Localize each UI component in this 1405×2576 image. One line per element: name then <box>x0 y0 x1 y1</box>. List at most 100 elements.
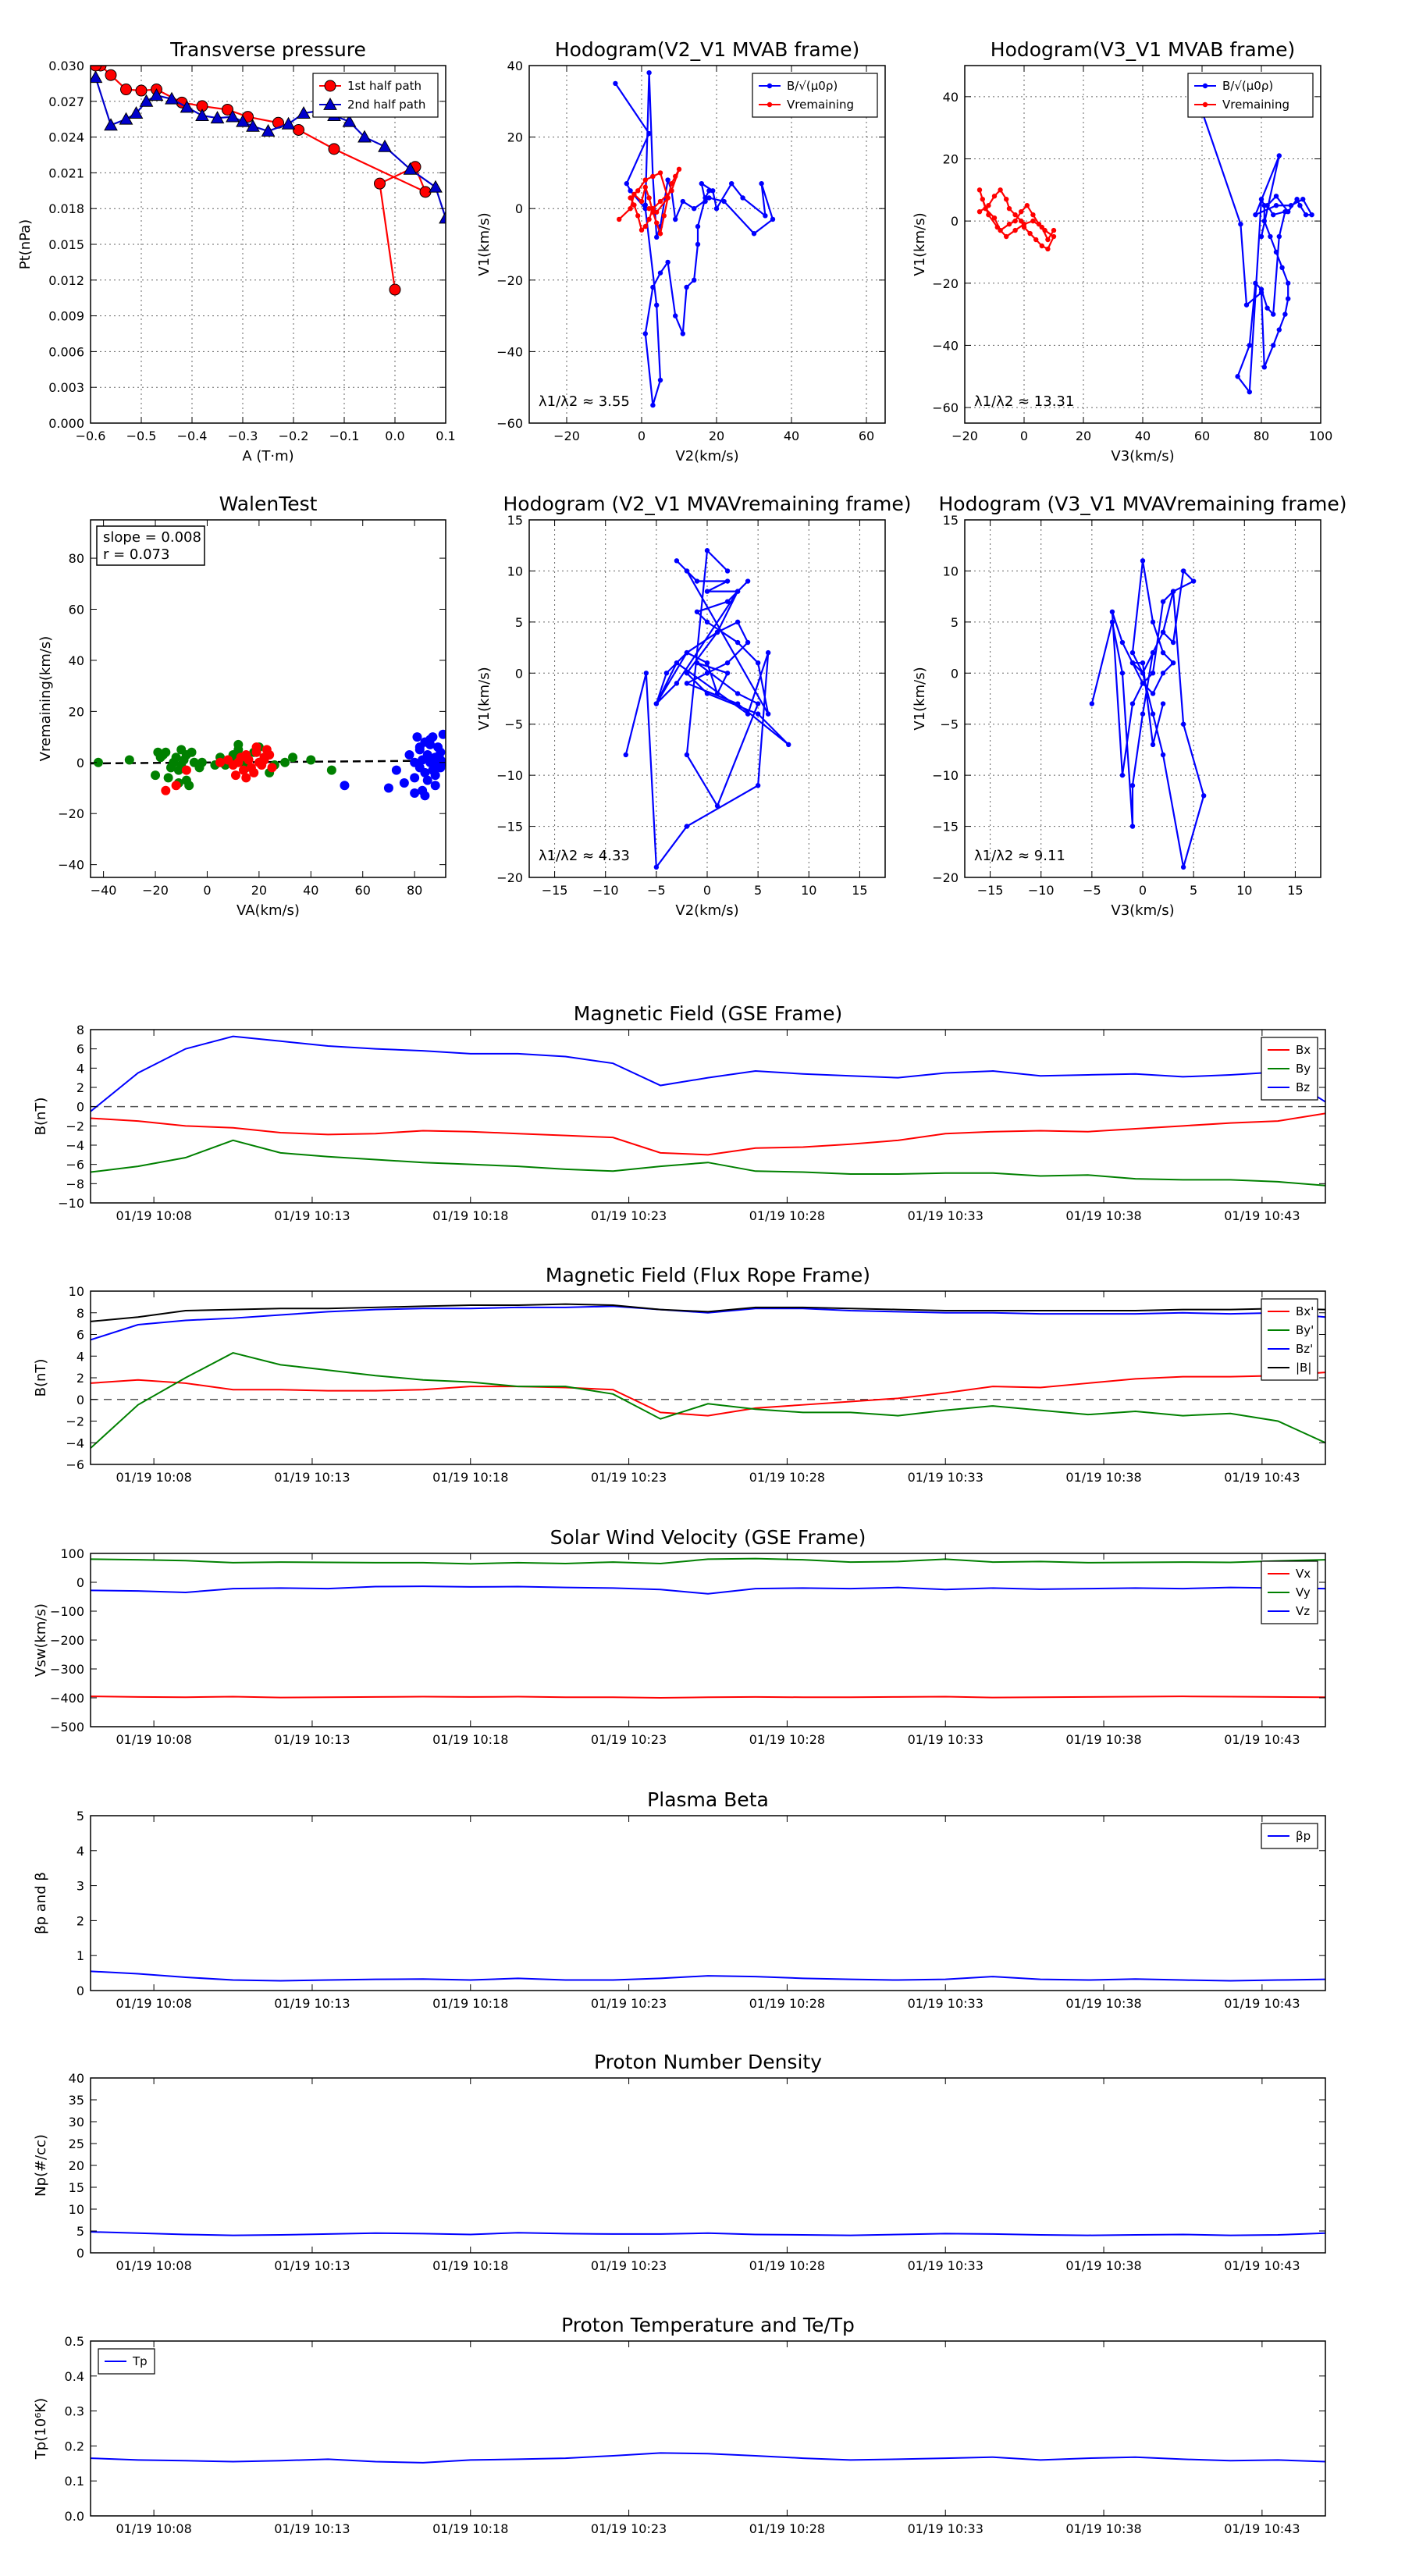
x-tick-label: 80 <box>407 883 422 898</box>
data-point-0-34 <box>1170 589 1176 594</box>
x-tick-label: −15 <box>542 883 568 898</box>
y-tick-label: −15 <box>496 820 523 834</box>
legend-marker <box>767 101 773 108</box>
data-point-0-10 <box>1279 265 1285 271</box>
x-tick-label: 01/19 10:43 <box>1224 1470 1300 1485</box>
x-tick-label: 100 <box>1309 429 1333 443</box>
x-tick-label: 60 <box>1194 429 1210 443</box>
data-point-0-18 <box>1247 343 1253 348</box>
legend-label: Vy <box>1296 1585 1311 1599</box>
data-point-2-1 <box>383 783 393 793</box>
data-point-1-9 <box>1027 230 1033 237</box>
data-point-0-36 <box>326 765 336 775</box>
data-point-1-10 <box>244 755 254 765</box>
x-tick-label: 01/19 10:18 <box>432 1996 508 2011</box>
data-point-1-3 <box>215 757 226 767</box>
data-point-0-26 <box>740 195 745 201</box>
y-tick-label: −2 <box>66 1414 84 1429</box>
legend-marker <box>1202 101 1208 108</box>
data-point-0-33 <box>1300 197 1306 202</box>
data-point-0-33 <box>280 757 290 767</box>
data-point-0-1 <box>643 671 649 676</box>
y-tick-label: 15 <box>507 513 523 528</box>
y-tick-label: 6 <box>76 1042 84 1057</box>
legend-label: Bz' <box>1296 1342 1313 1356</box>
y-tick-label: −20 <box>932 870 959 885</box>
y-axis-label: V1(km/s) <box>476 212 493 276</box>
data-point-0-0 <box>389 283 401 296</box>
series-line-np <box>91 2231 1325 2236</box>
x-tick-label: 01/19 10:28 <box>749 2258 825 2273</box>
y-tick-label: −4 <box>66 1138 84 1153</box>
data-point-1-6 <box>1012 212 1018 218</box>
data-point-0-15 <box>1129 649 1136 656</box>
data-point-1-13 <box>261 123 276 137</box>
data-point-0-41 <box>646 69 652 76</box>
data-point-0-4 <box>328 143 340 155</box>
x-tick-label: 01/19 10:23 <box>591 2521 667 2536</box>
data-point-0-31 <box>684 568 690 574</box>
y-axis-label: B(nT) <box>33 1098 49 1136</box>
data-point-1-17 <box>1024 203 1030 208</box>
data-point-0-36 <box>1253 212 1258 218</box>
x-tick-label: −0.2 <box>279 429 309 443</box>
y-tick-label: 4 <box>76 1061 84 1076</box>
y-tick-label: −40 <box>496 344 523 359</box>
x-tick-label: 01/19 10:13 <box>274 1208 350 1223</box>
data-point-0-41 <box>1160 701 1166 706</box>
data-point-0-2 <box>1119 671 1126 676</box>
data-point-1-18 <box>642 223 648 229</box>
x-tick-label: 01/19 10:23 <box>591 1732 667 1747</box>
chart-title: Hodogram(V3_V1 MVAB frame) <box>991 38 1295 61</box>
x-tick-label: −20 <box>142 883 169 898</box>
y-tick-label: 0.012 <box>48 273 84 288</box>
data-point-2-0 <box>340 781 350 791</box>
chart-title: Magnetic Field (Flux Rope Frame) <box>546 1264 870 1286</box>
series-line-tp <box>91 2452 1325 2464</box>
data-point-0-21 <box>1150 691 1156 696</box>
y-tick-label: 0.000 <box>48 416 84 431</box>
legend-label: Bz <box>1296 1080 1310 1094</box>
data-point-1-1 <box>171 781 181 791</box>
data-point-0-18 <box>1160 649 1166 656</box>
data-point-1-22 <box>429 180 443 193</box>
data-point-0-29 <box>755 660 761 666</box>
data-point-0-8 <box>642 331 648 336</box>
data-point-0-15 <box>692 277 697 283</box>
plot-frame <box>90 1815 1326 1991</box>
data-point-0-2 <box>624 180 629 187</box>
data-point-0-4 <box>1261 365 1268 370</box>
data-point-0-13 <box>1261 218 1268 224</box>
data-point-1-22 <box>991 215 998 221</box>
data-point-1-29 <box>646 206 652 212</box>
data-point-0-7 <box>1282 311 1288 317</box>
data-point-1-11 <box>1039 243 1045 249</box>
y-tick-label: 0 <box>76 2246 84 2261</box>
legend-label: B/√(μ0ρ) <box>1222 79 1273 93</box>
data-point-2-15 <box>422 775 432 785</box>
panel-mag_fluxrope: 01/19 10:08 01/19 10:13 01/19 10:18 01/19 1… <box>33 1264 1326 1485</box>
data-point-0-35 <box>673 216 678 222</box>
data-point-1-12 <box>1045 246 1051 252</box>
series-line-bx- <box>91 1372 1325 1417</box>
data-point-1-13 <box>1051 233 1057 240</box>
data-point-1-0 <box>161 785 171 795</box>
data-point-1-21 <box>241 773 251 783</box>
chart-title: Solar Wind Velocity (GSE Frame) <box>550 1526 866 1549</box>
x-tick-label: 80 <box>1254 429 1269 443</box>
data-point-1-28 <box>1004 233 1009 240</box>
y-tick-label: 20 <box>507 130 523 145</box>
data-point-1-14 <box>669 188 674 194</box>
data-point-0-4 <box>642 206 648 212</box>
y-tick-label: 4 <box>76 1844 84 1859</box>
data-point-1-2 <box>991 194 998 199</box>
x-axis-label: V3(km/s) <box>1111 902 1174 919</box>
data-point-0-11 <box>1273 249 1279 255</box>
data-point-0-42 <box>724 671 731 676</box>
data-point-1-3 <box>129 106 144 119</box>
data-point-0-29 <box>770 216 776 222</box>
y-tick-label: 40 <box>943 90 959 105</box>
data-point-0-18 <box>197 757 207 767</box>
data-point-1-33 <box>1045 237 1051 243</box>
